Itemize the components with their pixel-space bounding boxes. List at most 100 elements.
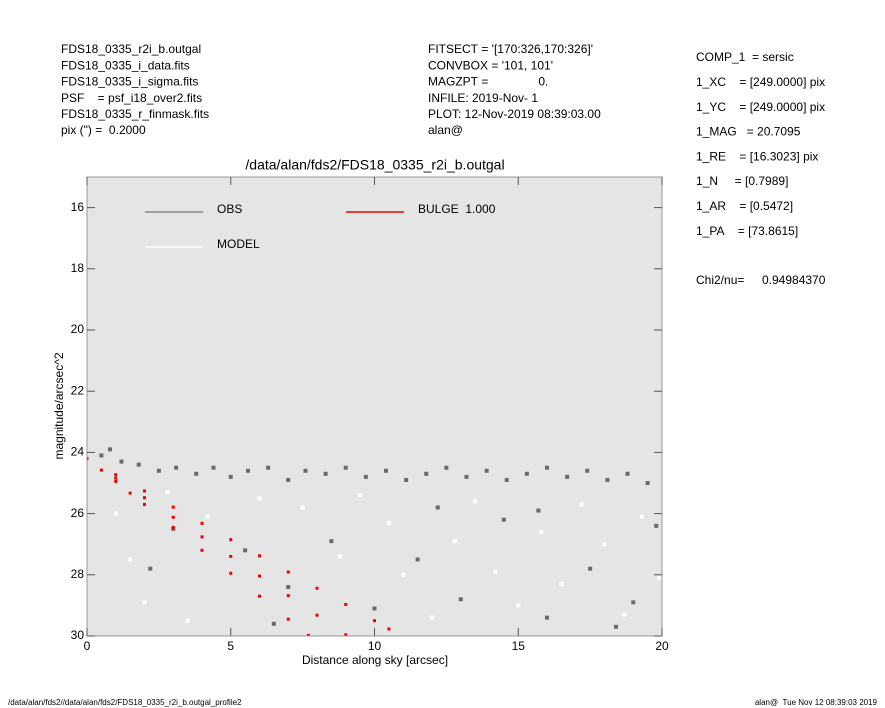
data-point: [657, 575, 662, 580]
data-point: [205, 514, 210, 519]
header-left-line: FDS18_0335_r2i_b.outgal: [61, 42, 201, 56]
data-point: [444, 465, 449, 470]
plot-points: [87, 447, 662, 636]
data-point: [344, 633, 348, 636]
data-point: [473, 499, 478, 504]
data-point: [243, 548, 248, 553]
x-axis-label: Distance along sky [arcsec]: [302, 653, 448, 667]
data-point: [605, 477, 610, 482]
fit-parameter: COMP_1 = sersic: [696, 50, 794, 64]
data-point: [136, 462, 141, 467]
data-point: [323, 471, 328, 476]
header-left-line: PSF = psf_i18_over2.fits: [61, 91, 202, 105]
data-point: [588, 566, 593, 571]
data-point: [358, 493, 363, 498]
data-point: [524, 471, 529, 476]
y-axis-label: magnitude/arcsec^2: [52, 352, 66, 459]
data-point: [631, 600, 636, 605]
data-point: [229, 538, 233, 542]
data-point: [387, 627, 391, 631]
data-point: [435, 505, 440, 510]
data-point: [114, 479, 118, 483]
legend-label: OBS: [217, 202, 242, 216]
legend-label: BULGE 1.000: [418, 202, 496, 216]
header-middle-line: PLOT: 12-Nov-2019 08:39:03.00: [428, 107, 601, 121]
data-point: [565, 474, 570, 479]
chart-title: /data/alan/fds2/FDS18_0335_r2i_b.outgal: [245, 157, 504, 173]
data-point: [300, 505, 305, 510]
data-point: [229, 554, 233, 558]
data-point: [200, 548, 204, 552]
header-middle-line: FITSECT = '[170:326,170:326]': [428, 42, 593, 56]
data-point: [174, 465, 179, 470]
data-point: [171, 525, 175, 529]
data-point: [258, 574, 261, 578]
data-point: [171, 505, 175, 509]
legend-label: MODEL: [217, 237, 260, 251]
data-point: [119, 459, 124, 464]
header-middle-line: CONVBOX = '101, 101': [428, 58, 553, 72]
data-point: [501, 517, 506, 522]
header-left-line: FDS18_0335_r_finmask.fits: [61, 107, 209, 121]
data-point: [142, 600, 147, 605]
data-point: [464, 474, 469, 479]
header-middle-line: INFILE: 2019-Nov- 1: [428, 91, 538, 105]
data-point: [171, 515, 175, 519]
fit-parameter: 1_N = [0.7989]: [696, 174, 788, 188]
data-point: [229, 571, 233, 575]
fit-parameter: 1_PA = [73.8615]: [696, 224, 798, 238]
data-point: [113, 511, 118, 516]
data-point: [458, 597, 463, 602]
data-point: [143, 489, 146, 493]
data-point: [200, 535, 204, 539]
x-tick-label: 20: [655, 639, 669, 653]
data-point: [114, 473, 118, 477]
data-point: [315, 586, 319, 590]
header-left-line: pix (") = 0.2000: [61, 123, 146, 137]
data-point: [306, 633, 310, 636]
plot-background: [87, 177, 662, 636]
data-point: [128, 491, 132, 495]
data-point: [200, 521, 204, 525]
y-tick-label: 26: [71, 506, 85, 520]
data-point: [579, 502, 584, 507]
data-point: [99, 453, 104, 458]
chi2-value: 0.94984370: [762, 273, 826, 287]
x-tick-label: 15: [512, 639, 526, 653]
data-point: [614, 624, 618, 629]
data-point: [602, 542, 607, 547]
data-point: [87, 457, 89, 461]
y-tick-label: 24: [71, 445, 85, 459]
data-point: [148, 566, 153, 571]
fit-parameter: 1_AR = [0.5472]: [696, 199, 793, 213]
data-point: [559, 581, 564, 586]
data-point: [171, 526, 176, 531]
data-point: [639, 514, 644, 519]
data-point: [504, 477, 509, 482]
data-point: [258, 554, 261, 558]
data-point: [343, 465, 348, 470]
data-point: [654, 523, 659, 528]
y-tick-label: 16: [71, 200, 85, 214]
header-middle-line: MAGZPT = 0.: [428, 75, 548, 89]
header-left-line: FDS18_0335_i_sigma.fits: [61, 75, 198, 89]
data-point: [424, 471, 429, 476]
fit-parameter: 1_RE = [16.3023] pix: [696, 149, 818, 163]
data-point: [271, 621, 276, 626]
chi2-label: Chi2/nu=: [696, 273, 744, 287]
data-point: [286, 585, 291, 590]
header-middle-line: alan@: [428, 123, 463, 137]
data-point: [329, 539, 334, 544]
y-tick-label: 22: [71, 383, 85, 397]
data-point: [165, 490, 170, 495]
data-point: [384, 468, 388, 473]
y-tick-label: 30: [71, 628, 85, 642]
data-point: [625, 471, 630, 476]
data-point: [585, 468, 590, 473]
x-tick-label: 10: [368, 639, 382, 653]
data-point: [185, 618, 190, 623]
x-tick-label: 5: [227, 639, 234, 653]
fit-parameter: 1_YC = [249.0000] pix: [696, 100, 825, 114]
fit-parameter: 1_MAG = 20.7095: [696, 125, 801, 139]
data-point: [258, 594, 261, 598]
